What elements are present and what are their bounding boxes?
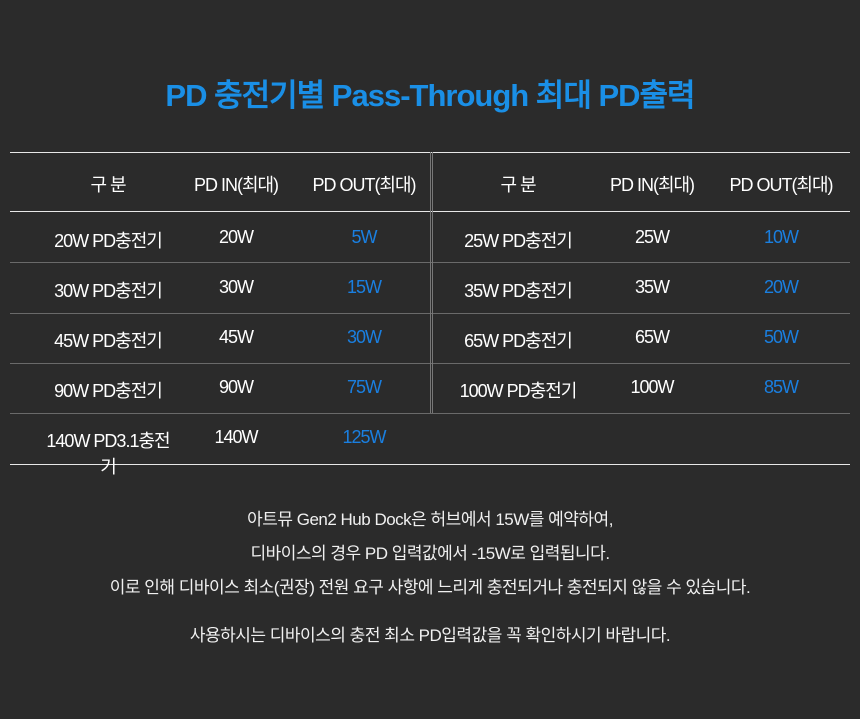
pd-out-cell: 75W: [346, 377, 382, 397]
charger-name-cell: 45W PD충전기: [54, 331, 163, 351]
note-line: 사용하시는 디바이스의 충전 최소 PD입력값을 꼭 확인하시기 바랍니다.: [189, 626, 671, 645]
page-title: PD 충전기별 Pass-Through 최대 PD출력: [165, 78, 695, 113]
pd-out-cell: 85W: [763, 377, 799, 397]
pd-in-cell: 35W: [634, 277, 670, 297]
column-header: PD OUT(최대): [729, 175, 833, 195]
column-header: PD IN(최대): [609, 175, 695, 195]
charger-name-cell: 30W PD충전기: [54, 281, 163, 301]
column-group-divider: [430, 152, 433, 413]
charger-name-cell: 65W PD충전기: [464, 331, 573, 351]
column-header: 구 분: [90, 175, 126, 195]
row-divider: [10, 413, 850, 414]
pd-in-cell: 90W: [218, 377, 254, 397]
pd-out-cell: 5W: [351, 227, 378, 247]
pd-out-cell: 30W: [346, 327, 382, 347]
pd-out-cell: 10W: [763, 227, 799, 247]
charger-name-cell: 90W PD충전기: [54, 381, 163, 401]
charger-name-cell: 25W PD충전기: [464, 231, 573, 251]
charger-name-cell: 140W PD3.1충전기: [46, 431, 170, 477]
pd-out-cell: 20W: [763, 277, 799, 297]
pd-in-cell: 140W: [214, 427, 258, 447]
pd-in-cell: 100W: [630, 377, 674, 397]
charger-name-cell: 35W PD충전기: [464, 281, 573, 301]
charger-name-cell: 20W PD충전기: [54, 231, 163, 251]
pd-out-cell: 15W: [346, 277, 382, 297]
note-line: 이로 인해 디바이스 최소(권장) 전원 요구 사항에 느리게 충전되거나 충전…: [109, 578, 751, 597]
pd-in-cell: 25W: [634, 227, 670, 247]
pd-out-cell: 50W: [763, 327, 799, 347]
pd-in-cell: 30W: [218, 277, 254, 297]
pd-in-cell: 20W: [218, 227, 254, 247]
table-bottom-border: [10, 464, 850, 465]
pd-in-cell: 45W: [218, 327, 254, 347]
column-header: PD OUT(최대): [312, 175, 416, 195]
column-header: 구 분: [500, 175, 536, 195]
pd-out-cell: 125W: [342, 427, 386, 447]
note-line: 디바이스의 경우 PD 입력값에서 -15W로 입력됩니다.: [250, 544, 610, 563]
pd-in-cell: 65W: [634, 327, 670, 347]
column-header: PD IN(최대): [193, 175, 279, 195]
charger-name-cell: 100W PD충전기: [459, 381, 578, 401]
note-line: 아트뮤 Gen2 Hub Dock은 허브에서 15W를 예약하여,: [247, 510, 613, 529]
